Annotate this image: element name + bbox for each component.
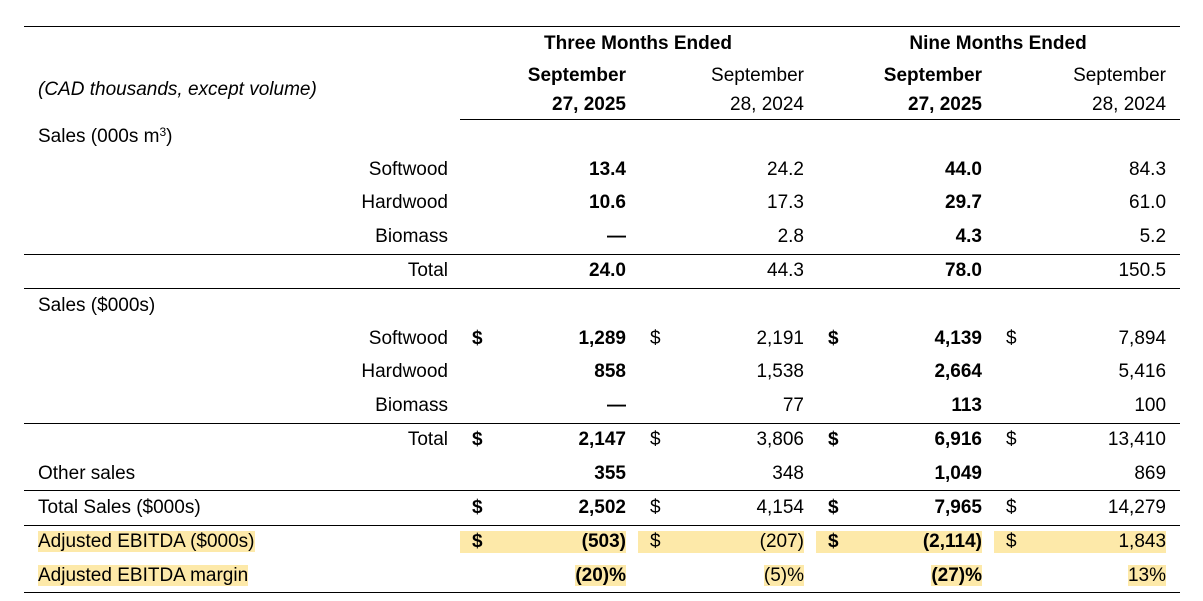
three-months-header: Three Months Ended xyxy=(460,26,816,61)
col4-header-line1: September xyxy=(1073,65,1167,86)
financial-table: Three Months Ended Nine Months Ended (CA… xyxy=(24,26,1181,594)
nine-months-header: Nine Months Ended xyxy=(816,26,1181,61)
currency-symbol: $ xyxy=(1006,328,1017,350)
row-label: Other sales xyxy=(24,456,460,492)
header-date-row-1: (CAD thousands, except volume) September… xyxy=(24,61,1180,100)
row-label: Hardwood xyxy=(361,192,448,214)
currency-symbol: $ xyxy=(1006,429,1017,451)
currency-symbol: $ xyxy=(472,328,483,350)
col3-header-line2: 27, 2025 xyxy=(816,91,994,120)
currency-symbol: $ xyxy=(828,531,839,553)
currency-symbol: $ xyxy=(650,531,661,553)
table-row: Hardwood 10.6 17.3 29.7 61.0 xyxy=(24,187,1180,220)
row-label: Softwood xyxy=(368,159,448,181)
currency-symbol: $ xyxy=(1006,531,1017,553)
currency-symbol: $ xyxy=(650,429,661,451)
row-label: Total Sales ($000s) xyxy=(24,490,460,526)
table-row: Softwood $1,289 $2,191 $4,139 $7,894 xyxy=(24,322,1180,355)
col1-header-line2: 27, 2025 xyxy=(460,91,638,120)
adjusted-ebitda-margin-row: Adjusted EBITDA margin (20)% (5)% (27)% … xyxy=(24,559,1181,594)
col2-header-line1: September xyxy=(711,65,804,86)
currency-symbol: $ xyxy=(472,496,483,518)
volume-section-label: Sales (000s m3) xyxy=(38,124,173,147)
table-row: Biomass — 2.8 4.3 5.2 xyxy=(24,220,1181,255)
col3-header-line1: September xyxy=(883,65,982,86)
sales-total-row: Total $2,147 $3,806 $6,916 $13,410 xyxy=(24,423,1180,457)
total-sales-row: Total Sales ($000s) $2,502 $4,154 $7,965… xyxy=(24,490,1181,526)
currency-symbol: $ xyxy=(472,531,483,553)
header-period-row: Three Months Ended Nine Months Ended xyxy=(24,26,1181,61)
header-date-row-2: 27, 2025 28, 2024 27, 2025 28, 2024 xyxy=(24,91,1181,120)
col1-header-line1: September xyxy=(527,65,626,86)
sales-section-row: Sales ($000s) xyxy=(24,288,1180,322)
col2-header-line2: 28, 2024 xyxy=(638,91,816,120)
currency-symbol: $ xyxy=(828,429,839,451)
col4-header-line2: 28, 2024 xyxy=(994,91,1181,120)
row-label: Total xyxy=(407,429,448,451)
row-label: Biomass xyxy=(24,389,460,424)
other-sales-row: Other sales 355 348 1,049 869 xyxy=(24,456,1181,492)
currency-symbol: $ xyxy=(650,328,661,350)
row-label: Adjusted EBITDA ($000s) xyxy=(38,531,255,553)
units-note: (CAD thousands, except volume) xyxy=(38,79,317,101)
row-label: Biomass xyxy=(24,220,460,255)
row-label: Adjusted EBITDA margin xyxy=(38,564,249,586)
table-row: Softwood 13.4 24.2 44.0 84.3 xyxy=(24,153,1180,186)
volume-section-row: Sales (000s m3) xyxy=(24,120,1180,154)
table-row: Biomass — 77 113 100 xyxy=(24,389,1181,424)
currency-symbol: $ xyxy=(650,496,661,518)
row-label: Hardwood xyxy=(361,361,448,383)
adjusted-ebitda-row: Adjusted EBITDA ($000s) $ (503) $ (207) $(… xyxy=(38,531,1167,554)
currency-symbol: $ xyxy=(472,429,483,451)
currency-symbol: $ xyxy=(828,496,839,518)
currency-symbol: $ xyxy=(828,328,839,350)
row-label: Total xyxy=(24,254,460,289)
row-label: Softwood xyxy=(368,328,448,350)
volume-total-row: Total 24.0 44.3 78.0 150.5 xyxy=(24,254,1181,289)
sales-section-label: Sales ($000s) xyxy=(38,294,156,316)
table-row: Hardwood 858 1,538 2,664 5,416 xyxy=(24,356,1180,389)
currency-symbol: $ xyxy=(1006,496,1017,518)
